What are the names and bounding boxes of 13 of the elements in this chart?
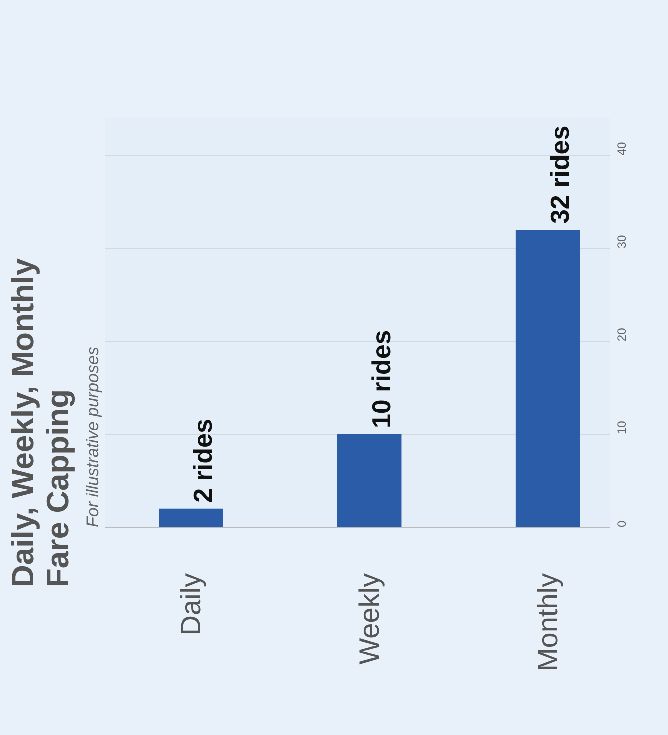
data-label: 2 rides bbox=[188, 419, 218, 503]
x-tick-label: Monthly bbox=[532, 573, 564, 672]
x-tick-label: Weekly bbox=[354, 573, 386, 665]
text: Daily, Weekly, Monthly Fare Capping bbox=[6, 258, 76, 588]
data-label: 32 rides bbox=[545, 126, 576, 224]
y-tick-label: 0 bbox=[615, 520, 629, 528]
x-tick-label: Daily bbox=[176, 574, 207, 636]
y-tick-label: 20 bbox=[615, 328, 629, 342]
y-tick-label: 30 bbox=[615, 234, 629, 249]
y-tick-label: 40 bbox=[615, 142, 629, 156]
text: For illustrative purposes bbox=[84, 346, 102, 528]
y-tick-label: 10 bbox=[615, 420, 629, 435]
data-label: 10 rides bbox=[366, 330, 397, 429]
